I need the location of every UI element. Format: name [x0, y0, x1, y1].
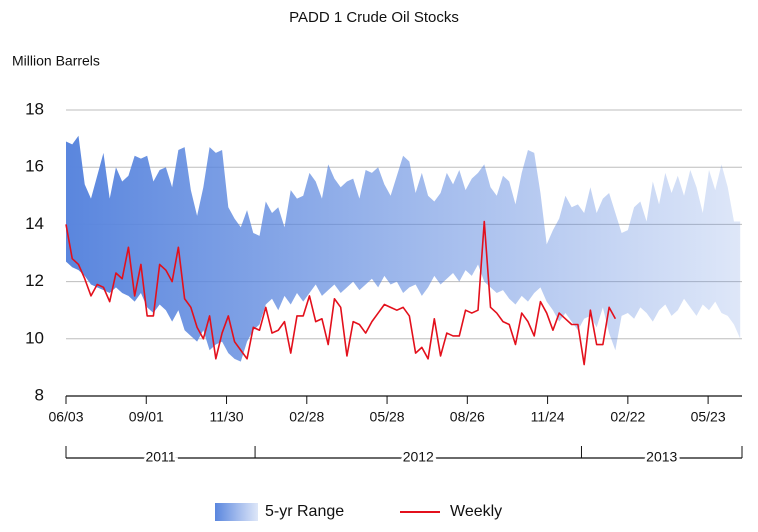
legend-label: Weekly: [450, 503, 502, 520]
y-axis-label: Million Barrels: [12, 53, 100, 69]
x-tick-label: 02/22: [610, 409, 645, 425]
x-tick-label: 06/03: [48, 409, 83, 425]
y-tick-label: 14: [25, 214, 44, 233]
x-tick-label: 11/24: [531, 409, 565, 425]
y-tick-label: 18: [25, 99, 44, 118]
y-tick-label: 16: [25, 157, 44, 176]
y-tick-label: 10: [25, 328, 44, 347]
x-tick-label: 08/26: [450, 409, 485, 425]
x-tick-label: 11/30: [210, 409, 244, 425]
year-label: 2011: [145, 449, 175, 465]
legend-swatch: [215, 503, 258, 521]
range-area: [66, 135, 741, 362]
y-tick-label: 12: [25, 271, 44, 290]
x-tick-label: 05/28: [370, 409, 405, 425]
chart-title: PADD 1 Crude Oil Stocks: [289, 9, 459, 26]
year-label: 2013: [646, 449, 677, 465]
x-tick-label: 09/01: [129, 409, 164, 425]
legend-label: 5-yr Range: [265, 503, 344, 520]
weekly-line: [65, 220, 617, 366]
year-label: 2012: [403, 449, 434, 465]
x-tick-label: 05/23: [691, 409, 726, 425]
x-tick-label: 02/28: [289, 409, 324, 425]
y-tick-label: 8: [35, 385, 44, 404]
